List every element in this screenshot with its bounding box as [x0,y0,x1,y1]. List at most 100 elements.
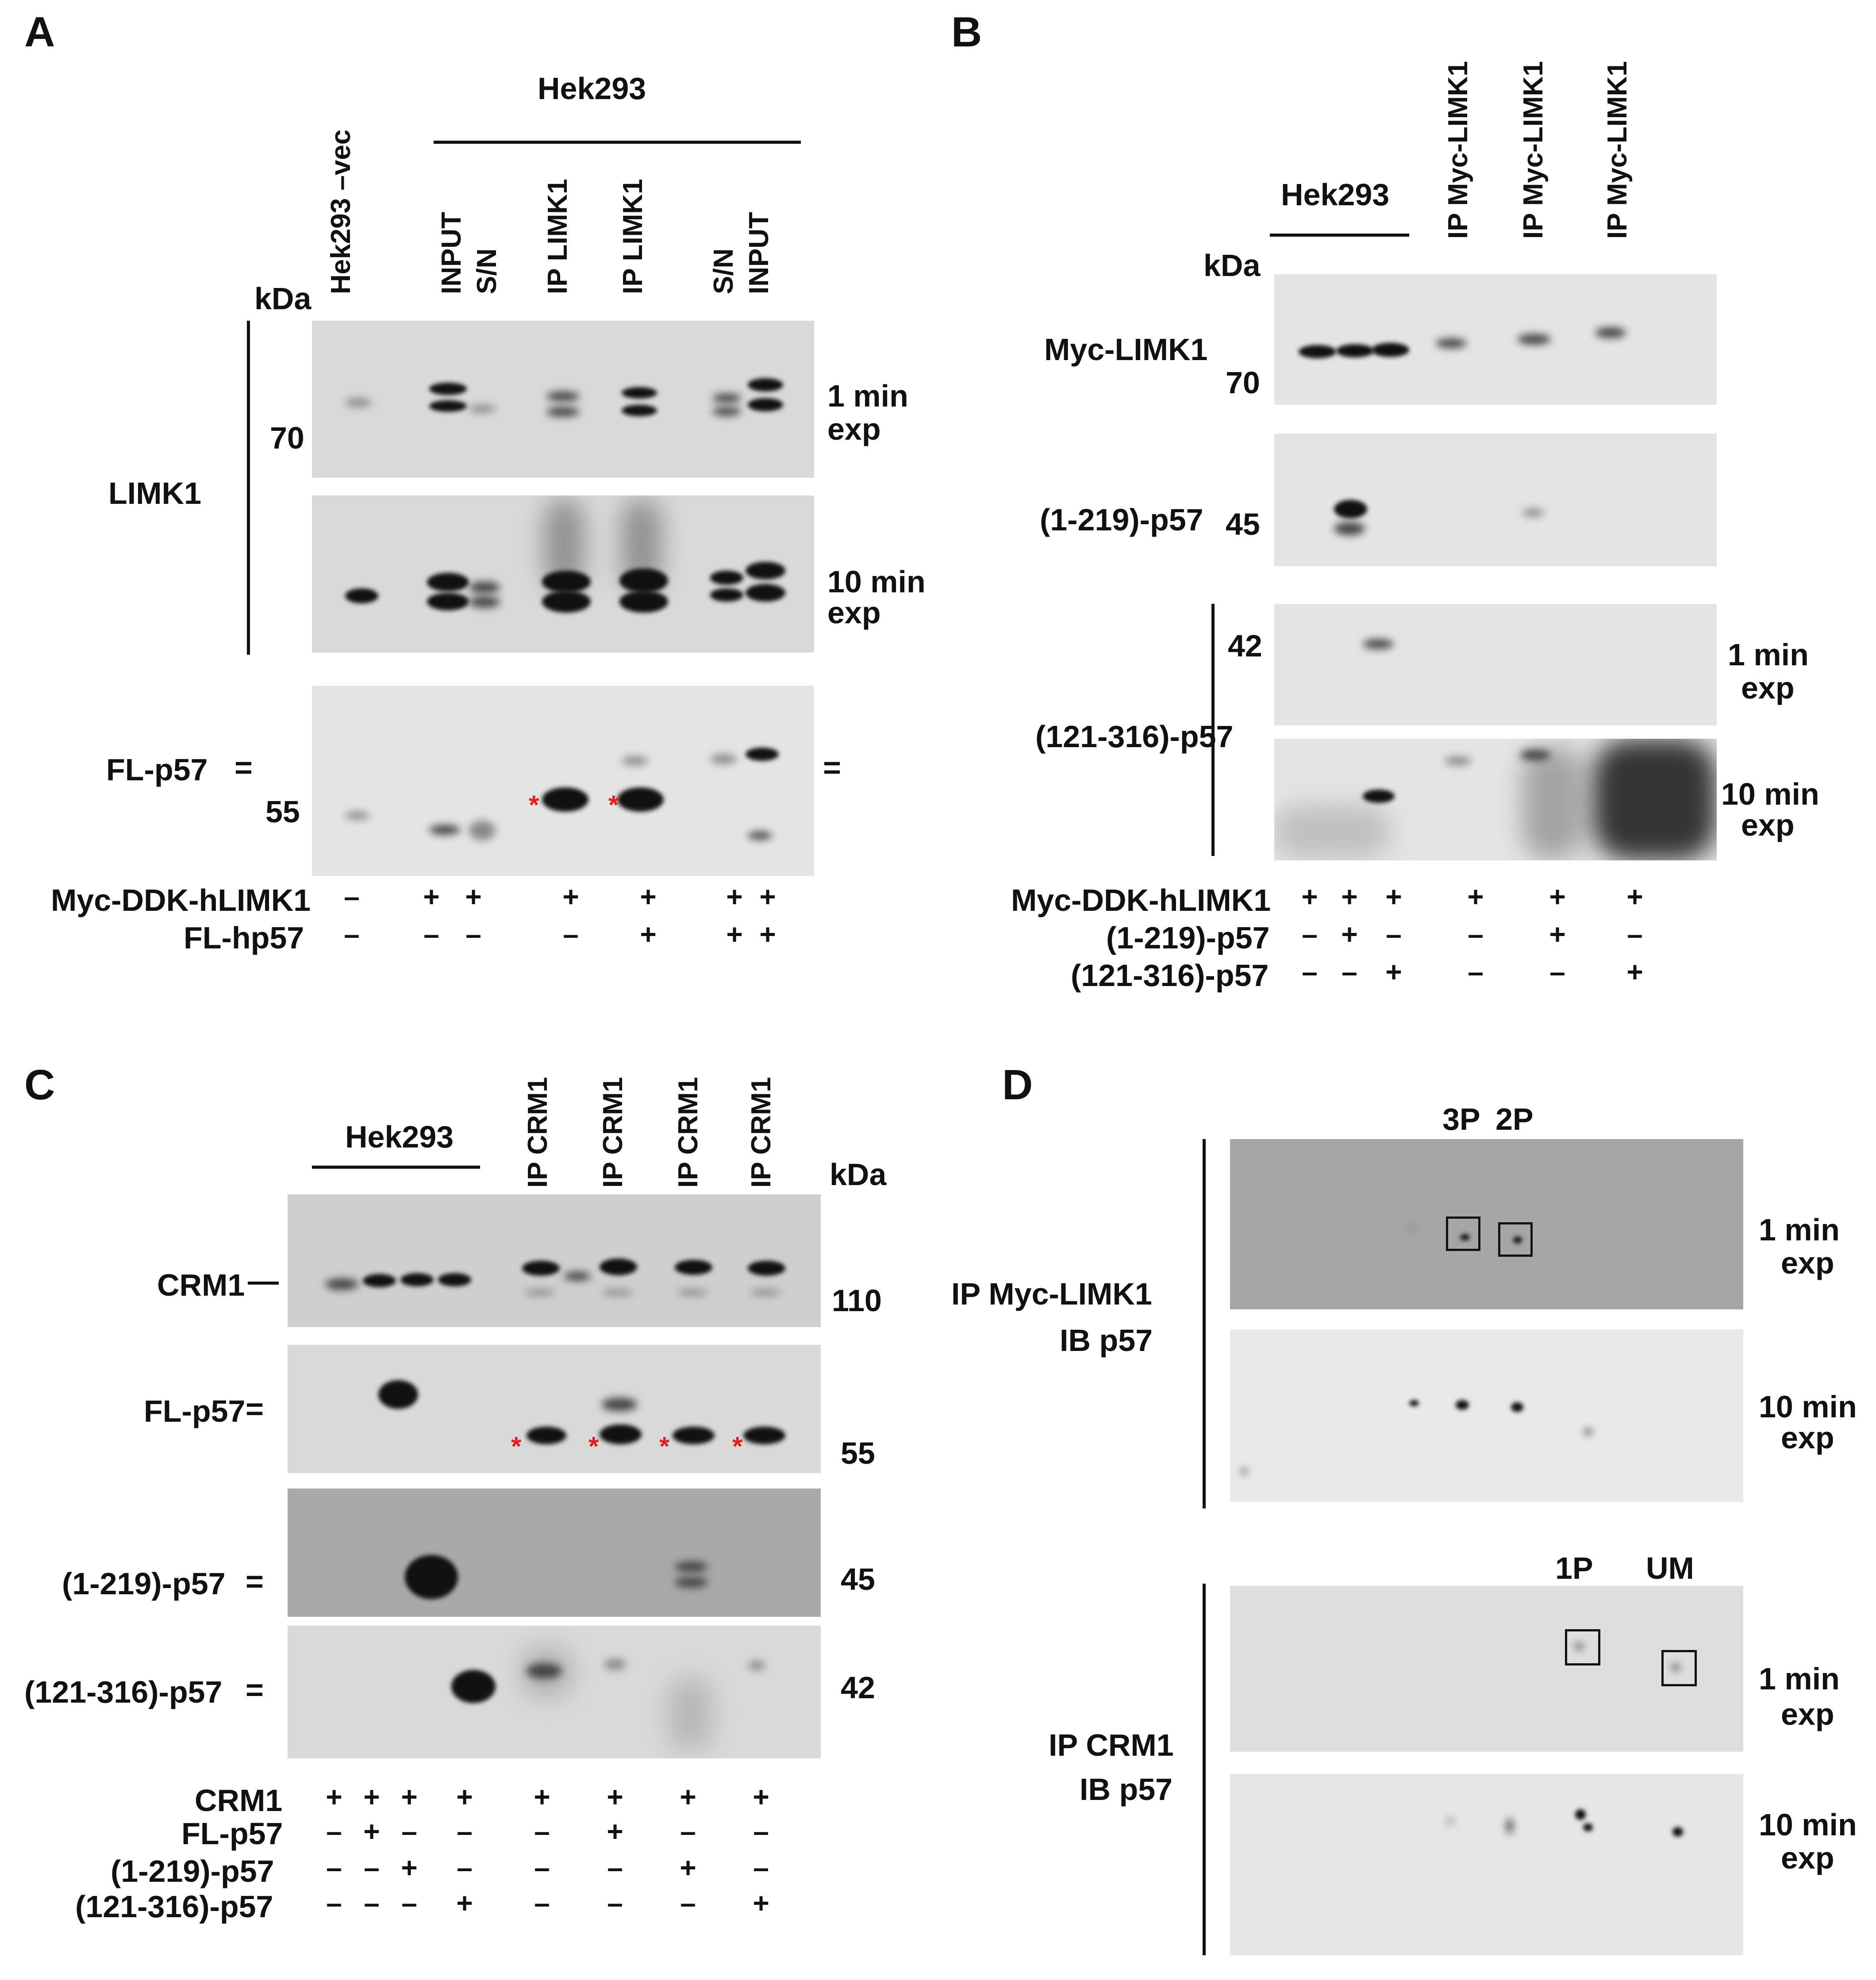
panel-c-r4-s4: + [456,1887,473,1919]
panel-c-crm1-label: CRM1 [157,1268,245,1302]
panel-a-r2-s7: + [759,918,776,950]
panel-a-r1-s4: + [562,881,579,913]
panel-c-r3-s4: – [457,1852,473,1884]
panel-c-r1-s8: + [753,1781,769,1813]
panel-a-r1-s2: + [423,881,440,913]
panel-c-asterisk-3: * [659,1431,670,1461]
panel-c-asterisk-4: * [732,1431,743,1461]
panel-d-um-label: UM [1646,1551,1694,1585]
panel-b-mw-45: 45 [1226,507,1260,541]
panel-c-row1-label: CRM1 [195,1783,283,1818]
panel-b-kda: kDa [1203,248,1261,283]
panel-a-r2-s5: + [640,918,657,950]
panel-d-2p-box [1498,1222,1533,1257]
panel-b-r2-s5: + [1549,918,1566,950]
panel-a-row2-label: FL-hp57 [184,921,304,955]
panel-a-r1-s1: – [344,881,360,913]
panel-a-exp-10min-line2: exp [827,595,881,630]
panel-a-flp57-label: FL-p57 [106,752,208,787]
panel-c-r1-s6: + [607,1781,623,1813]
panel-c-r4-s2: – [364,1887,380,1919]
panel-a-asterisk-2: * [608,790,619,820]
panel-b-exp-10min-line2: exp [1741,808,1795,842]
panel-d-exp-bottom-1min-line1: 1 min [1759,1662,1840,1696]
panel-a-kda: kDa [254,281,311,316]
panel-a-lane-5: IP LIMK1 [618,179,648,294]
panel-d-um-box [1661,1650,1697,1686]
panel-b-r1-s2: + [1341,881,1358,913]
panel-b-r3-s5: – [1549,956,1565,988]
panel-b-r2-s4: – [1468,918,1484,950]
panel-d-blot-top-1min [1230,1139,1743,1309]
panel-c-r1-s7: + [680,1781,696,1813]
panel-c-r1-s1: + [326,1781,342,1813]
panel-a-r2-s1: – [344,918,360,950]
panel-d-exp-top-1min-line2: exp [1781,1246,1834,1280]
panel-a-lane-7: INPUT [744,212,774,294]
panel-c-blot-1-219 [288,1489,821,1617]
panel-a-r2-s4: – [563,918,579,950]
panel-d-top-bracket [1203,1139,1206,1508]
panel-c-asterisk-1: * [511,1431,522,1461]
panel-c-r3-s2: – [364,1852,380,1884]
panel-c-r4-s5: – [534,1887,550,1919]
panel-a-limk1-label: LIMK1 [108,476,201,510]
panel-b-lane-2: IP Myc-LIMK1 [1518,61,1549,239]
panel-b-r3-s6: + [1626,956,1643,988]
panel-a-lane-1: Hek293 –vec [326,129,356,294]
panel-b-exp-1min-line2: exp [1741,671,1795,705]
panel-b-mw-42: 42 [1228,629,1262,663]
panel-d-exp-top-1min-line1: 1 min [1759,1213,1840,1247]
panel-c-blot-crm1 [288,1194,821,1327]
panel-d-exp-bottom-1min-line2: exp [1781,1697,1834,1731]
panel-c-lane-1: IP CRM1 [523,1077,553,1188]
panel-c-r3-s3: + [401,1852,418,1884]
panel-c-r2-s8: – [753,1815,769,1847]
panel-b-r1-s3: + [1385,881,1402,913]
panel-c-121-316-label: (121-316)-p57 [24,1675,223,1709]
panel-a-r1-s3: + [465,881,482,913]
panel-a-mw-55: 55 [265,794,300,829]
panel-b-r2-s1: – [1302,918,1318,950]
panel-a-flp57-eq-right: = [823,750,841,785]
panel-b-r3-s3: + [1385,956,1402,988]
panel-c-mw-45: 45 [841,1562,875,1596]
panel-b-r3-s1: – [1302,956,1318,988]
panel-d-blot-top-10min [1230,1329,1743,1502]
panel-c-r2-s6: + [607,1815,623,1847]
panel-c-r4-s6: – [607,1887,623,1919]
panel-c-r2-s4: – [457,1815,473,1847]
panel-b-cell-line-bar [1270,234,1409,237]
panel-c-lane-3: IP CRM1 [673,1077,704,1188]
panel-d-letter: D [1002,1061,1033,1109]
panel-b-blot-121-316-1min [1274,604,1717,725]
panel-c-crm1-dash: — [248,1263,279,1298]
panel-d-exp-top-10min-line2: exp [1781,1420,1834,1455]
panel-a-lane-4: IP LIMK1 [542,179,573,294]
panel-a-exp-1min-line2: exp [827,412,881,446]
panel-d-exp-top-10min-line1: 10 min [1759,1389,1857,1424]
panel-b-r1-s5: + [1549,881,1566,913]
panel-b-blot-1-219 [1274,434,1717,566]
panel-b-1-219-label: (1-219)-p57 [1040,503,1203,537]
panel-b-r3-s2: – [1342,956,1357,988]
panel-b-r1-s4: + [1467,881,1484,913]
panel-b-blot-myc [1274,274,1717,405]
panel-d-3p-box [1446,1216,1480,1251]
panel-c-r1-s2: + [363,1781,380,1813]
panel-a-r1-s6: + [726,881,743,913]
panel-b-cell-line: Hek293 [1281,177,1390,212]
panel-c-r4-s8: + [753,1887,769,1919]
panel-b-myc-label: Myc-LIMK1 [1044,332,1208,367]
panel-b-r2-s6: – [1627,918,1643,950]
panel-c-1-219-label: (1-219)-p57 [62,1566,226,1601]
panel-b-row2-label: (1-219)-p57 [1106,921,1270,955]
panel-a-r1-s7: + [759,881,776,913]
panel-a-r2-s2: – [423,918,439,950]
panel-c-r1-s5: + [534,1781,550,1813]
panel-a-r2-s3: – [465,918,481,950]
panel-c-r3-s1: – [326,1852,342,1884]
panel-d-bottom-ip: IP CRM1 [1049,1728,1174,1762]
panel-b-r2-s3: – [1386,918,1402,950]
panel-b-letter: B [951,8,982,56]
